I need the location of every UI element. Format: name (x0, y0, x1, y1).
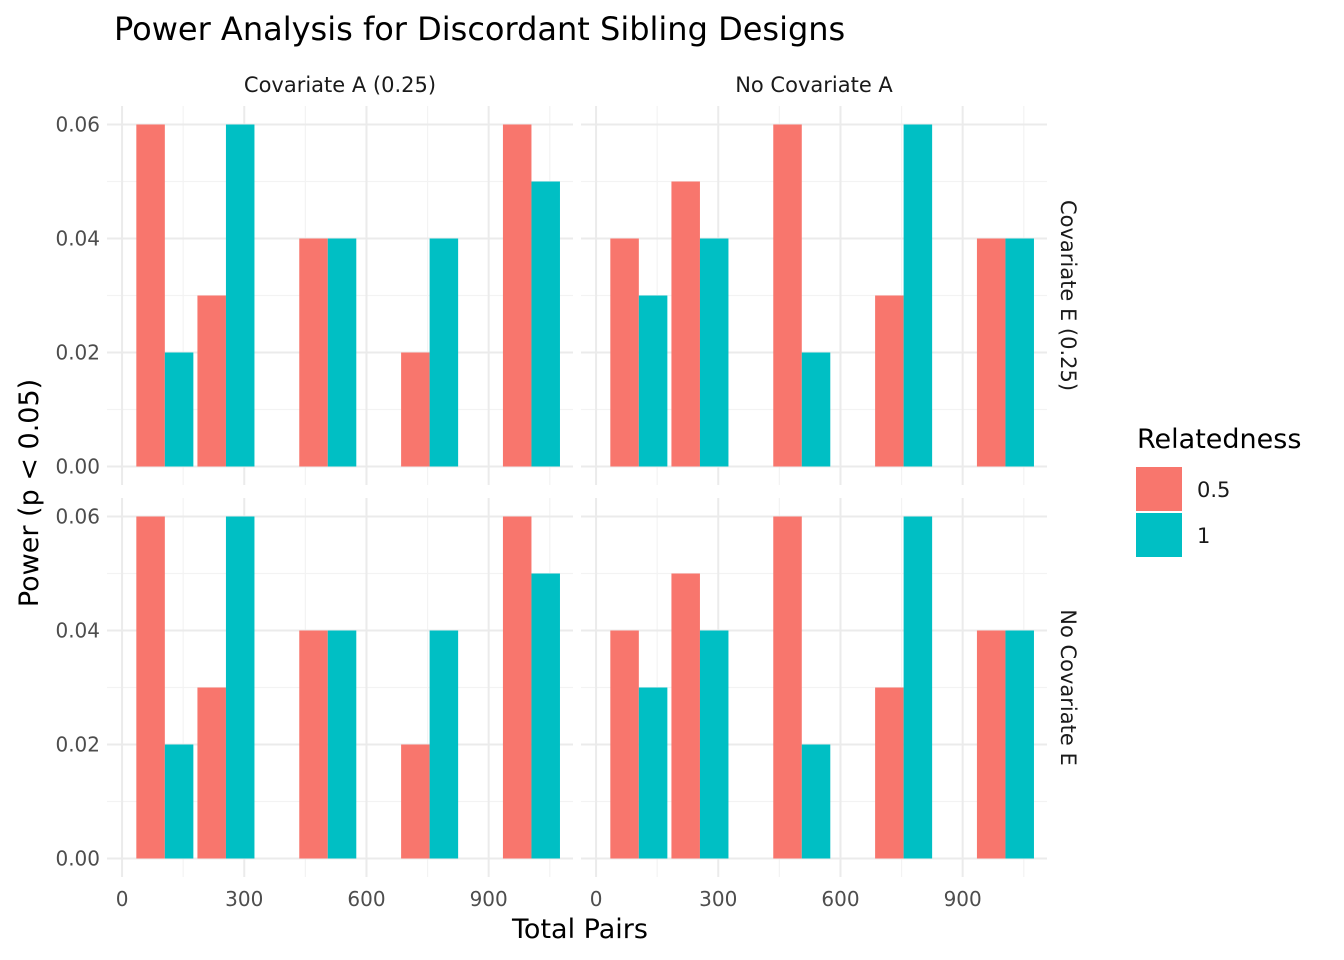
panel-2 (581, 106, 1047, 485)
y-tick-label: 0.00 (55, 847, 100, 871)
bar (531, 181, 560, 467)
bar (671, 181, 700, 467)
legend: Relatedness 0.5 1 (1136, 424, 1301, 557)
bar (429, 238, 459, 467)
bar (976, 238, 1006, 467)
legend-label: 0.5 (1197, 478, 1230, 502)
bar (164, 352, 194, 467)
y-tick-label: 0.04 (55, 227, 100, 251)
bar (225, 124, 255, 467)
bar (299, 630, 328, 859)
chart-title: Power Analysis for Discordant Sibling De… (114, 10, 845, 48)
legend-label: 1 (1197, 524, 1210, 548)
bar (773, 516, 802, 859)
bar (401, 744, 430, 859)
bar (903, 516, 933, 859)
bar (610, 238, 639, 467)
bar (610, 630, 639, 859)
bar (1005, 238, 1034, 467)
legend-swatch (1136, 513, 1182, 557)
bar (225, 516, 255, 859)
bar (699, 630, 729, 859)
bar (327, 630, 357, 859)
bar (164, 744, 194, 859)
bar (1005, 630, 1034, 859)
bar (197, 687, 226, 859)
bar (801, 744, 831, 859)
x-tick-label: 0 (590, 887, 603, 911)
bar (875, 295, 904, 467)
bar (429, 630, 459, 859)
panel-3 (107, 498, 573, 877)
bar (197, 295, 226, 467)
x-tick-label: 300 (699, 887, 737, 911)
facet-row-label: No Covariate E (1056, 609, 1080, 765)
legend-swatch (1136, 467, 1182, 511)
bar (638, 295, 668, 467)
y-tick-label: 0.06 (55, 505, 100, 529)
bar (773, 124, 802, 467)
bar (136, 124, 165, 467)
panel-4 (581, 498, 1047, 877)
bar (699, 238, 729, 467)
y-tick-label: 0.04 (55, 619, 100, 643)
y-tick-label: 0.00 (55, 455, 100, 479)
facet-strips: Covariate A (0.25) No Covariate A Covariat… (244, 73, 1080, 766)
bar (638, 687, 668, 859)
facet-column-label: No Covariate A (735, 73, 893, 97)
bar (327, 238, 357, 467)
bar (801, 352, 831, 467)
x-tick-label: 600 (347, 887, 385, 911)
x-axis-title: Total Pairs (511, 914, 648, 945)
bar (401, 352, 430, 467)
bar (976, 630, 1006, 859)
facet-column-label: Covariate A (0.25) (244, 73, 436, 97)
y-tick-label: 0.02 (55, 733, 100, 757)
bar (502, 516, 532, 859)
bar (502, 124, 532, 467)
panels-layer (107, 106, 1047, 877)
bar (299, 238, 328, 467)
x-axis: 0 300 600 900 0 300 600 900 (116, 887, 982, 911)
bar (531, 573, 560, 859)
legend-title: Relatedness (1137, 424, 1301, 455)
panel-1 (107, 106, 573, 485)
x-tick-label: 900 (944, 887, 982, 911)
x-tick-label: 600 (821, 887, 859, 911)
y-axis-title: Power (p < 0.05) (14, 379, 45, 607)
y-tick-label: 0.06 (55, 113, 100, 137)
facet-row-label: Covariate E (0.25) (1056, 200, 1080, 391)
y-axis: 0.00 0.02 0.04 0.06 0.00 0.02 0.04 0.06 (55, 113, 100, 871)
bar (875, 687, 904, 859)
x-tick-label: 0 (116, 887, 129, 911)
x-tick-label: 300 (225, 887, 263, 911)
bar (136, 516, 165, 859)
y-tick-label: 0.02 (55, 341, 100, 365)
x-tick-label: 900 (470, 887, 508, 911)
bar (671, 573, 700, 859)
bar (903, 124, 933, 467)
